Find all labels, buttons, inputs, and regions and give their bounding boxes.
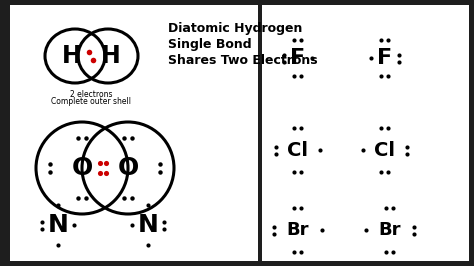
Text: N: N — [47, 213, 68, 237]
Text: 2 electrons: 2 electrons — [70, 90, 113, 99]
Text: Diatomic Hydrogen: Diatomic Hydrogen — [168, 22, 302, 35]
Text: F: F — [291, 48, 306, 68]
Ellipse shape — [78, 29, 138, 83]
Text: Cl: Cl — [288, 140, 309, 160]
Text: Complete outer shell: Complete outer shell — [52, 97, 131, 106]
Text: Single Bond: Single Bond — [168, 38, 252, 51]
Bar — [10, 5, 258, 261]
Bar — [262, 5, 469, 261]
Circle shape — [36, 122, 128, 214]
Text: H: H — [101, 44, 121, 68]
Text: H: H — [62, 44, 82, 68]
Text: Shares Two Electrons: Shares Two Electrons — [168, 54, 318, 67]
Ellipse shape — [45, 29, 105, 83]
Text: O: O — [118, 156, 138, 180]
Text: Br: Br — [379, 221, 401, 239]
Text: Br: Br — [287, 221, 309, 239]
Text: N: N — [137, 213, 158, 237]
Text: Cl: Cl — [374, 140, 395, 160]
Text: O: O — [72, 156, 92, 180]
Circle shape — [82, 122, 174, 214]
Text: F: F — [377, 48, 392, 68]
